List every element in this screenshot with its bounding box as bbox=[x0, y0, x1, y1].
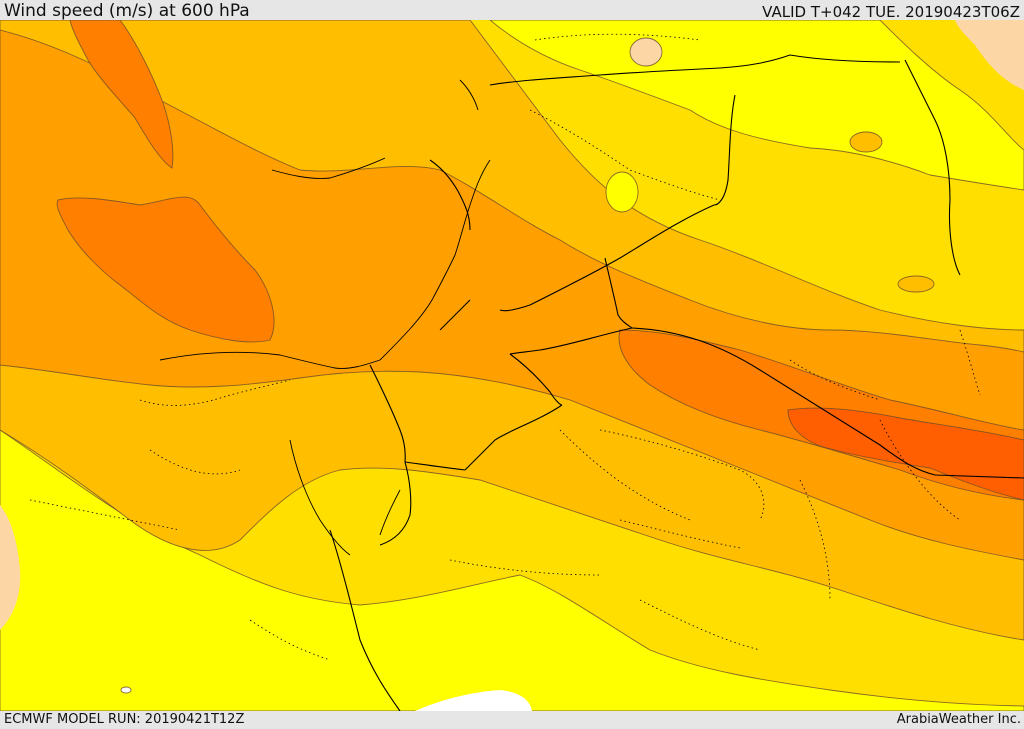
lake-northeast bbox=[849, 131, 883, 153]
map-title: Wind speed (m/s) at 600 hPa bbox=[4, 1, 250, 21]
land-patch-southwest bbox=[0, 505, 21, 630]
country-borders bbox=[329, 54, 1024, 711]
band-lowest-south bbox=[0, 429, 1024, 711]
sea-patch-south bbox=[415, 690, 532, 711]
coastlines bbox=[159, 79, 491, 556]
land-patch-northeast bbox=[955, 20, 1024, 90]
lake-east bbox=[605, 171, 639, 213]
wind-speed-map bbox=[0, 20, 1024, 711]
band-very-strong-northwest bbox=[69, 20, 174, 169]
valid-time-label: VALID T+042 TUE. 20190423T06Z bbox=[762, 3, 1020, 21]
credit-label: ArabiaWeather Inc. bbox=[896, 712, 1021, 727]
band-strongest-east bbox=[787, 407, 1024, 501]
lake-east-small bbox=[897, 275, 935, 293]
island-north bbox=[629, 37, 663, 67]
province-boundaries bbox=[29, 33, 981, 661]
island-south bbox=[120, 686, 132, 694]
header-bar: Wind speed (m/s) at 600 hPa VALID T+042 … bbox=[0, 0, 1024, 20]
footer-bar: ECMWF MODEL RUN: 20190421T12Z ArabiaWeat… bbox=[0, 711, 1024, 729]
band-very-strong-west bbox=[56, 196, 275, 343]
model-run-label: ECMWF MODEL RUN: 20190421T12Z bbox=[4, 712, 245, 727]
